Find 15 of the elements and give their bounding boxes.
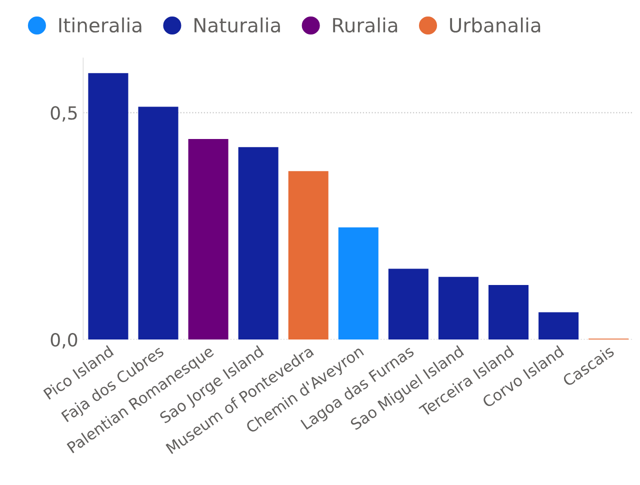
legend-label: Naturalia (194, 18, 280, 33)
bar (238, 147, 278, 340)
bar (188, 138, 228, 340)
bar (488, 285, 529, 340)
bar (138, 106, 178, 340)
bar (338, 227, 378, 340)
bar (388, 268, 428, 340)
legend-label: Urbanalia (450, 18, 540, 33)
bar (88, 73, 128, 340)
bar (288, 171, 328, 340)
bar (438, 276, 478, 340)
legend-label: Ruralia (333, 18, 398, 33)
legend-label: Itineralia (59, 18, 142, 33)
y-tick-label: 0,5 (50, 106, 77, 122)
bar (538, 312, 579, 340)
